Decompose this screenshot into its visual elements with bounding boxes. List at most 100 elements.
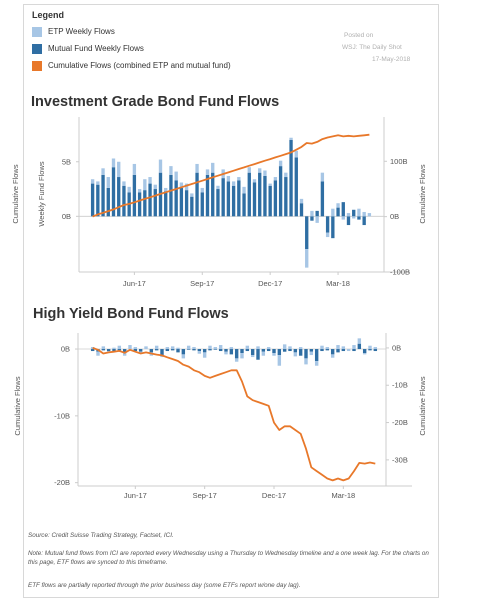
legend-label-cumulative: Cumulative Flows (combined ETP and mutua… [48, 61, 231, 70]
ig-right-axis-title: Cumulative Flows [418, 164, 427, 223]
ig-mf-bar-41 [305, 216, 309, 250]
ig-x-tick-label-3: Mar-18 [326, 279, 350, 288]
hy-x-tick-label-1: Sep-17 [193, 491, 217, 500]
legend-swatch-mutual-fund [32, 43, 42, 54]
ig-etp-bar-41 [305, 249, 309, 268]
hy-mf-bar-23 [213, 349, 218, 350]
hy-etp-bar-24 [218, 345, 223, 350]
ig-etp-bar-50 [352, 216, 356, 219]
ig-etp-bar-3 [106, 177, 110, 188]
ig-mf-bar-50 [352, 209, 356, 217]
ig-mf-bar-3 [106, 187, 110, 217]
ig-etp-bar-53 [367, 213, 372, 217]
ig-etp-bar-40 [299, 198, 304, 204]
legend-item-etp: ETP Weekly Flows [32, 23, 332, 40]
ig-mf-bar-28 [237, 180, 241, 217]
ig-etp-bar-29 [242, 186, 246, 194]
hy-mf-bar-9 [138, 349, 143, 352]
hy-etp-bar-41 [309, 351, 314, 356]
hy-mf-bar-27 [234, 349, 239, 359]
hy-left-tick-label-0: 0B [61, 345, 70, 354]
hy-etp-bar-16 [176, 347, 180, 350]
ig-etp-bar-0 [90, 179, 95, 184]
ig-mf-bar-30 [247, 172, 251, 217]
hy-etp-bar-10 [144, 346, 148, 350]
hy-mf-bar-6 [122, 349, 127, 354]
ig-mf-bar-47 [336, 207, 340, 217]
footer-source: Source: Credit Suisse Trading Strategy, … [28, 532, 174, 539]
ig-etp-bar-31 [252, 179, 257, 183]
hy-x-tick-label-2: Dec-17 [262, 491, 286, 500]
ig-x-tick-label-2: Dec-17 [258, 279, 282, 288]
ig-etp-bar-43 [315, 216, 319, 223]
hy-right-tick-label-2: -20B [392, 418, 408, 427]
ig-etp-bar-35 [273, 177, 278, 181]
ig-mf-bar-15 [169, 174, 173, 217]
hy-mf-bar-42 [314, 349, 319, 362]
ig-mf-bar-43 [315, 210, 319, 217]
ig-mf-bar-20 [195, 172, 199, 217]
ig-cumulative-line [92, 133, 370, 218]
ig-etp-bar-39 [294, 150, 298, 158]
ig-etp-bar-44 [320, 172, 325, 182]
ig-right-tick-label-0: 100B [390, 157, 408, 166]
hy-mf-bar-12 [154, 349, 159, 351]
hy-etp-bar-19 [192, 347, 196, 350]
ig-etp-bar-22 [205, 169, 210, 175]
hy-etp-bar-31 [256, 346, 260, 350]
hy-etp-bar-37 [288, 346, 292, 350]
ig-etp-bar-28 [237, 177, 241, 181]
hy-mf-bar-26 [229, 349, 234, 355]
ig-mf-bar-21 [200, 192, 204, 217]
hy-etp-bar-51 [362, 353, 367, 355]
ig-mf-bar-40 [299, 203, 304, 217]
legend: Legend ETP Weekly Flows Mutual Fund Week… [32, 10, 332, 74]
ig-mf-bar-27 [231, 185, 236, 217]
ig-etp-bar-16 [174, 171, 178, 181]
hy-etp-bar-21 [202, 352, 207, 358]
hy-etp-bar-25 [224, 351, 228, 355]
hy-mf-bar-35 [277, 349, 282, 356]
hy-mf-bar-0 [90, 349, 95, 352]
ig-etp-bar-48 [341, 216, 345, 220]
hy-etp-bar-50 [357, 338, 362, 344]
hy-mf-bar-16 [176, 349, 180, 353]
ig-etp-bar-49 [346, 213, 351, 217]
hy-etp-bar-52 [368, 345, 372, 350]
hy-mf-bar-38 [293, 349, 298, 353]
hy-etp-bar-35 [277, 355, 282, 366]
hy-mf-bar-53 [373, 349, 378, 352]
ig-etp-bar-13 [158, 159, 163, 173]
ig-etp-bar-17 [179, 182, 184, 188]
hy-etp-bar-46 [336, 345, 340, 350]
hy-etp-bar-47 [341, 346, 346, 350]
hy-etp-bar-40 [304, 358, 308, 365]
ig-etp-bar-7 [127, 186, 131, 193]
ig-etp-bar-8 [132, 163, 137, 175]
ig-mf-bar-26 [226, 181, 231, 217]
hy-etp-bar-44 [325, 347, 330, 350]
ig-etp-bar-1 [96, 181, 100, 185]
hy-chart-title: High Yield Bond Fund Flows [33, 306, 229, 322]
ig-mf-bar-2 [101, 174, 105, 217]
hy-mf-bar-34 [272, 349, 276, 354]
ig-right-tick-label-1: 0B [390, 212, 399, 221]
ig-etp-bar-12 [153, 184, 157, 190]
hy-etp-bar-15 [170, 346, 175, 350]
ig-etp-bar-24 [216, 185, 220, 190]
hy-mf-bar-13 [160, 349, 164, 356]
hy-etp-bar-33 [266, 347, 271, 350]
ig-mf-bar-25 [221, 178, 225, 217]
ig-mf-bar-49 [346, 216, 351, 226]
ig-mf-bar-9 [137, 192, 142, 217]
hy-etp-bar-23 [213, 347, 218, 350]
hy-etp-bar-14 [165, 347, 170, 350]
posted-line-3: 17-May-2018 [372, 56, 411, 63]
hy-etp-bar-18 [186, 345, 191, 350]
legend-label-mutual-fund: Mutual Fund Weekly Flows [48, 44, 144, 53]
ig-etp-bar-52 [362, 211, 366, 217]
hy-mf-bar-39 [298, 349, 303, 356]
hy-mf-bar-49 [352, 349, 356, 352]
ig-mf-bar-19 [190, 196, 194, 217]
hy-etp-bar-30 [250, 355, 255, 358]
